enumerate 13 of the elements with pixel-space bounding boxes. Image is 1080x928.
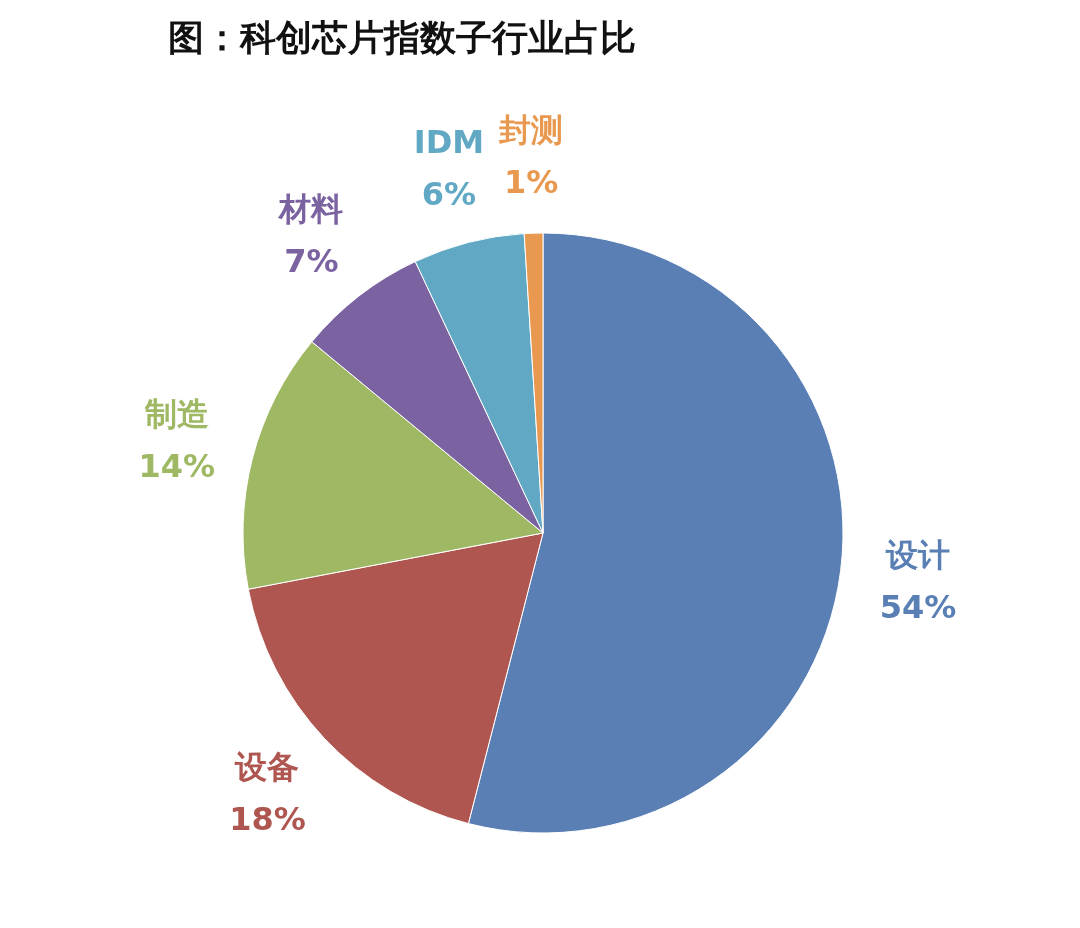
data-label: 54%	[879, 588, 957, 627]
slice-label: 设计	[885, 536, 951, 575]
chart-title: 图：科创芯片指数子行业占比	[168, 16, 637, 60]
slice-label: 设备	[234, 747, 300, 786]
data-label: 1%	[503, 163, 559, 202]
data-label: 18%	[229, 799, 306, 838]
data-label: 7%	[284, 242, 339, 281]
slice-label: 材料	[277, 190, 344, 229]
data-label: 6%	[421, 174, 477, 213]
slice-label: IDM	[413, 122, 485, 161]
slice-label: 制造	[143, 395, 209, 433]
data-label: 14%	[138, 447, 216, 485]
slice-label: 封测	[498, 111, 564, 150]
